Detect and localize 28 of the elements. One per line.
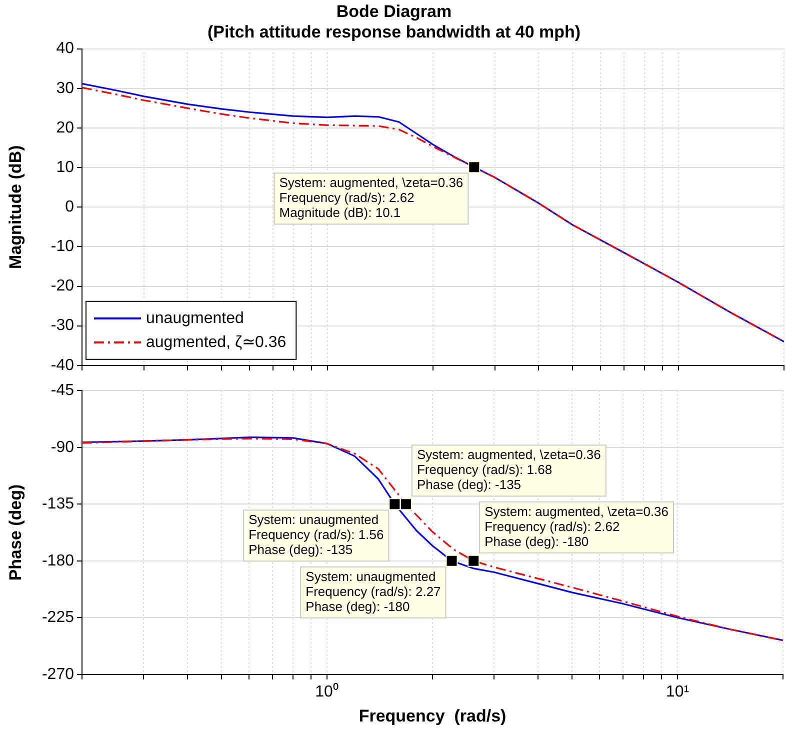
y-tick-label: -30 <box>50 317 74 334</box>
chart-title: Bode Diagram (Pitch attitude response bandwidth at 40 mph) <box>207 2 581 42</box>
y-tick-label: -40 <box>50 356 74 374</box>
legend-label: augmented, ζ≃0.36 <box>146 334 286 351</box>
legend-label: unaugmented <box>146 310 244 327</box>
y-tick-label: -20 <box>50 278 74 295</box>
y-axis-title: Magnitude (dB) <box>6 145 25 269</box>
y-tick-label: -10 <box>50 238 74 256</box>
y-tick-label: -135 <box>42 496 74 513</box>
y-tick-label: 20 <box>56 119 74 136</box>
y-tick-label: 0 <box>65 198 74 216</box>
annotation: System: augmented, \zeta=0.36 Frequency (rad/s): 1.68 Phase (deg): -135 <box>416 447 601 492</box>
annotation: System: unaugmented Frequency (rad/s): 1.56 Phase (deg): -135 <box>248 512 384 558</box>
annotation: System: augmented, \zeta=0.36 Frequency (rad/s): 2.62 Magnitude (dB): 10.1 <box>279 175 464 220</box>
y-tick-label: -225 <box>42 609 74 626</box>
y-tick-label: -90 <box>50 438 74 456</box>
x-tick-label: 10⁰ <box>315 682 339 700</box>
y-tick-label: -270 <box>42 666 74 683</box>
y-tick-label: -45 <box>50 382 74 400</box>
x-tick-label: 10¹ <box>666 683 690 700</box>
y-axis-title: Phase (deg) <box>6 484 25 581</box>
annotation: System: unaugmented Frequency (rad/s): 2.27 Phase (deg): -180 <box>306 568 441 614</box>
y-tick-label: 10 <box>56 158 74 176</box>
x-axis-title: Frequency (rad/s) <box>358 706 506 726</box>
annotation: System: augmented, \zeta=0.36 Frequency (rad/s): 2.62 Phase (deg): -180 <box>484 504 669 549</box>
y-tick-label: 40 <box>56 40 74 58</box>
y-tick-label: 30 <box>56 80 74 97</box>
y-tick-label: -180 <box>42 552 74 570</box>
